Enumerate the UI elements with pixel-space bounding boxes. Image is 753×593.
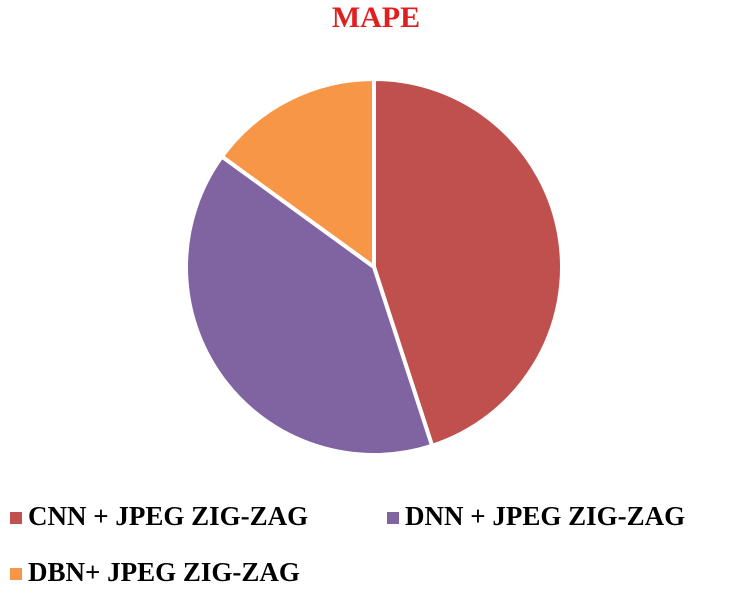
legend-label: CNN + JPEG ZIG-ZAG [28,501,308,531]
pie-slice [219,76,376,271]
legend-marker [387,512,399,524]
legend-label: DBN+ JPEG ZIG-ZAG [28,557,300,587]
legend-label: DNN + JPEG ZIG-ZAG [405,501,685,531]
legend-marker [10,512,22,524]
legend-marker [10,568,22,580]
pie-slice [184,153,435,457]
chart-title: MAPE [332,1,420,34]
pie-slice [372,76,564,449]
